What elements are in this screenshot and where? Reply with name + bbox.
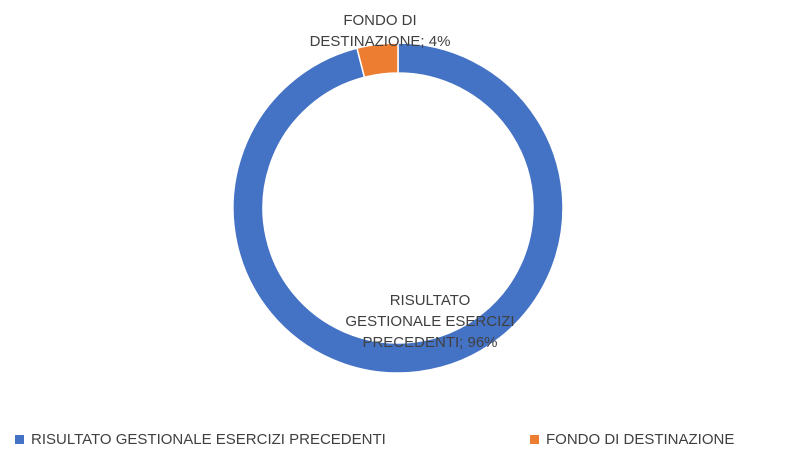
legend-label: RISULTATO GESTIONALE ESERCIZI PRECEDENTI (31, 431, 386, 448)
data-label: RISULTATO GESTIONALE ESERCIZI PRECEDENTI… (345, 292, 515, 351)
data-label: FONDO DI DESTINAZIONE; 4% (309, 12, 451, 50)
data-label-box: FONDO DI DESTINAZIONE; 4% (309, 12, 451, 50)
data-label-box: RISULTATO GESTIONALE ESERCIZI PRECEDENTI… (345, 292, 515, 351)
donut-segment (356, 42, 399, 79)
legend-label: FONDO DI DESTINAZIONE (546, 431, 734, 448)
legend-swatch (15, 435, 24, 444)
donut-segment (232, 42, 564, 374)
legend-swatch (530, 435, 539, 444)
